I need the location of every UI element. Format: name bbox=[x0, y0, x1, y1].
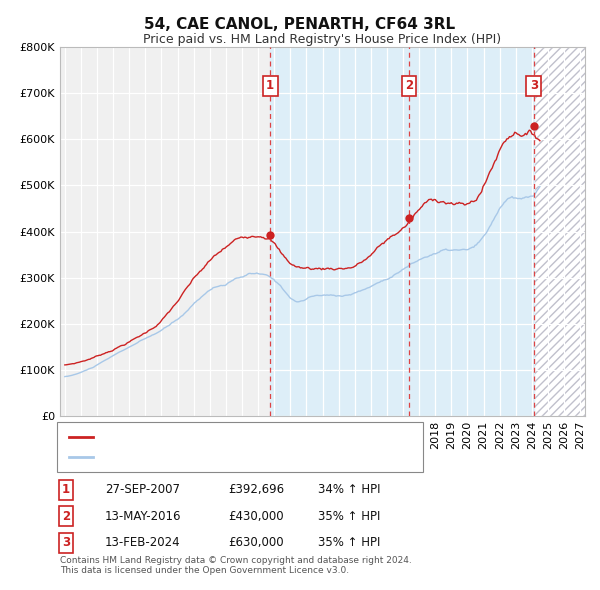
Text: 1: 1 bbox=[62, 483, 70, 496]
Text: HPI: Average price, detached house, Vale of Glamorgan: HPI: Average price, detached house, Vale… bbox=[98, 452, 407, 461]
Text: Contains HM Land Registry data © Crown copyright and database right 2024.
This d: Contains HM Land Registry data © Crown c… bbox=[60, 556, 412, 575]
Text: 54, CAE CANOL, PENARTH, CF64 3RL: 54, CAE CANOL, PENARTH, CF64 3RL bbox=[145, 17, 455, 31]
Text: 54, CAE CANOL, PENARTH, CF64 3RL (detached house): 54, CAE CANOL, PENARTH, CF64 3RL (detach… bbox=[98, 432, 404, 442]
Text: 3: 3 bbox=[530, 80, 538, 93]
Text: £630,000: £630,000 bbox=[228, 536, 284, 549]
Text: 2: 2 bbox=[405, 80, 413, 93]
Text: 3: 3 bbox=[62, 536, 70, 549]
Title: Price paid vs. HM Land Registry's House Price Index (HPI): Price paid vs. HM Land Registry's House … bbox=[143, 33, 502, 46]
Text: 34% ↑ HPI: 34% ↑ HPI bbox=[318, 483, 380, 496]
Text: 1: 1 bbox=[266, 80, 274, 93]
Bar bbox=[534, 47, 585, 416]
Text: 2: 2 bbox=[62, 510, 70, 523]
Text: £392,696: £392,696 bbox=[228, 483, 284, 496]
Text: 27-SEP-2007: 27-SEP-2007 bbox=[105, 483, 180, 496]
Text: 13-MAY-2016: 13-MAY-2016 bbox=[105, 510, 182, 523]
Text: 35% ↑ HPI: 35% ↑ HPI bbox=[318, 536, 380, 549]
Text: £430,000: £430,000 bbox=[228, 510, 284, 523]
Text: 35% ↑ HPI: 35% ↑ HPI bbox=[318, 510, 380, 523]
Bar bbox=[534, 47, 585, 416]
Text: 13-FEB-2024: 13-FEB-2024 bbox=[105, 536, 181, 549]
Bar bbox=[270, 47, 534, 416]
